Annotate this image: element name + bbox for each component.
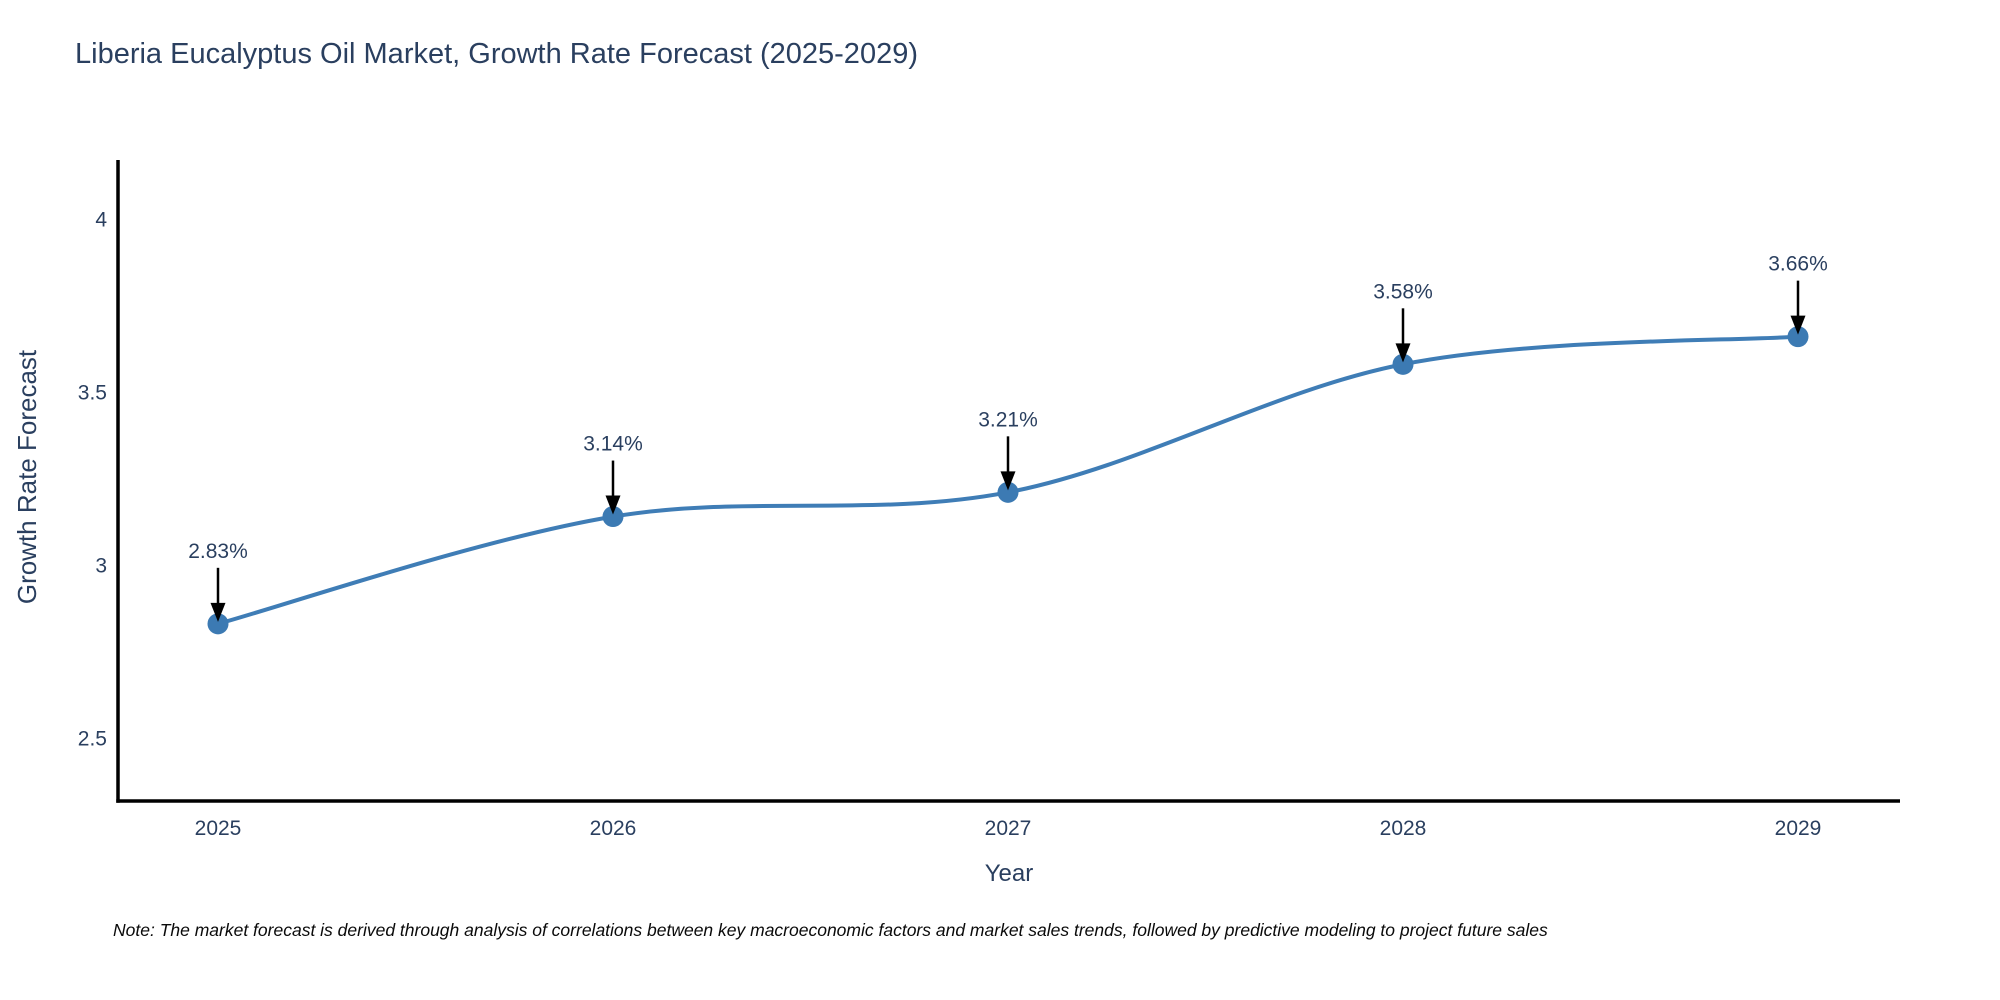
data-point-label: 3.58%: [1373, 280, 1433, 303]
data-point-marker: [602, 506, 624, 528]
data-point-marker: [207, 613, 229, 635]
data-point-marker: [1392, 353, 1414, 375]
y-tick-label: 3.5: [78, 382, 107, 405]
footnote: Note: The market forecast is derived thr…: [113, 920, 1548, 940]
annotation-arrowhead-icon: [605, 495, 621, 515]
annotation-arrowhead-icon: [1790, 315, 1806, 335]
x-tick-label: 2026: [590, 817, 637, 840]
x-tick-label: 2025: [195, 817, 242, 840]
annotation-arrowhead-icon: [1000, 471, 1016, 491]
data-point-marker: [997, 481, 1019, 503]
chart-title: Liberia Eucalyptus Oil Market, Growth Ra…: [75, 38, 918, 70]
data-point-label: 3.14%: [583, 433, 643, 456]
y-tick-label: 2.5: [78, 728, 107, 751]
annotation-arrowhead-icon: [210, 602, 226, 622]
x-tick-label: 2027: [985, 817, 1032, 840]
y-tick-label: 3: [95, 555, 107, 578]
y-tick-label: 4: [95, 209, 107, 232]
x-axis-title: Year: [984, 860, 1034, 887]
data-point-label: 2.83%: [188, 540, 248, 563]
x-tick-label: 2029: [1775, 817, 1822, 840]
data-point-marker: [1787, 326, 1809, 348]
data-point-label: 3.21%: [978, 408, 1038, 431]
annotation-arrowhead-icon: [1395, 343, 1411, 363]
data-point-label: 3.66%: [1768, 253, 1828, 276]
x-tick-label: 2028: [1380, 817, 1427, 840]
